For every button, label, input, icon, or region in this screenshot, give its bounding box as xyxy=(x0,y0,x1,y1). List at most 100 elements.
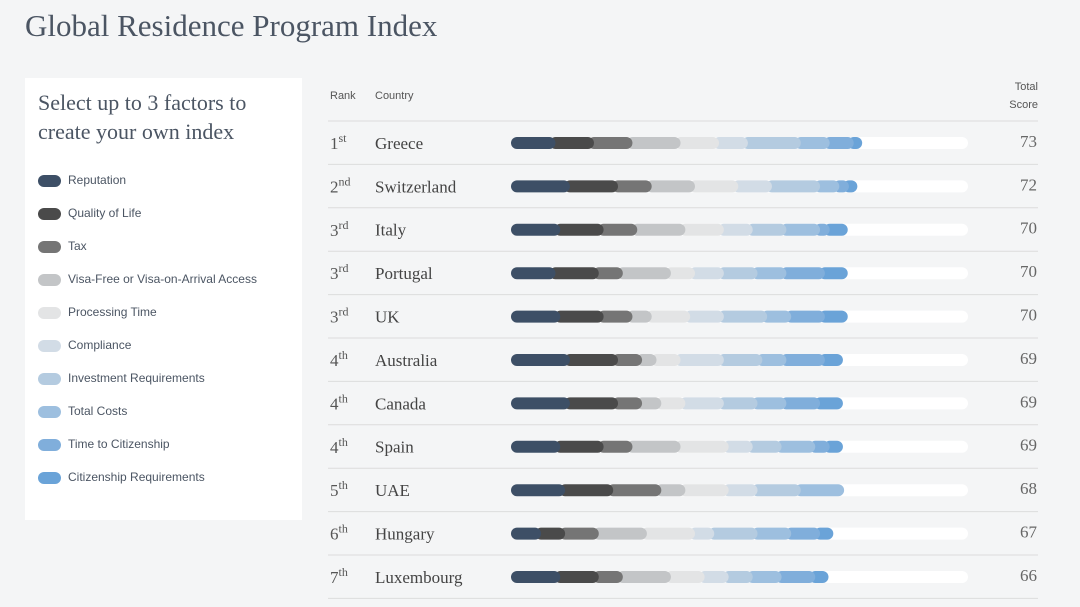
legend-label: Compliance xyxy=(68,338,132,352)
bar-segment xyxy=(708,527,758,540)
country-label: Canada xyxy=(375,394,426,413)
rank-label: 4th xyxy=(330,435,348,457)
rank-label: 5th xyxy=(330,478,348,500)
bar-segment xyxy=(511,267,556,280)
bar-segment xyxy=(640,527,695,540)
country-label: Spain xyxy=(375,438,414,457)
bar-segment xyxy=(612,397,643,410)
legend-label: Reputation xyxy=(68,173,126,187)
bar-segment xyxy=(626,440,681,453)
country-label: UK xyxy=(375,308,400,327)
bar-segment xyxy=(674,440,729,453)
rank-label: 1st xyxy=(330,131,347,153)
bar-segment xyxy=(559,527,599,540)
total-score: 69 xyxy=(1020,392,1037,411)
legend-swatch xyxy=(38,472,61,484)
country-label: Luxembourg xyxy=(375,568,463,587)
legend-label: Total Costs xyxy=(68,404,127,418)
bar-segment xyxy=(818,267,848,280)
total-score: 73 xyxy=(1020,132,1037,151)
legend-label: Time to Citizenship xyxy=(68,437,170,451)
bar-segment xyxy=(780,223,821,236)
total-header: Total xyxy=(1015,81,1038,93)
total-score: 72 xyxy=(1020,175,1037,194)
bar-segment xyxy=(780,267,825,280)
bar-segment xyxy=(511,223,561,236)
legend-label: Visa-Free or Visa-on-Arrival Access xyxy=(68,272,257,286)
country-label: Switzerland xyxy=(375,177,457,196)
bar-segment xyxy=(511,137,556,149)
bar-segment xyxy=(679,397,724,410)
bar-segment xyxy=(717,354,763,366)
bar-segment xyxy=(511,440,561,453)
bar-segment xyxy=(751,267,787,280)
bar-segment xyxy=(645,310,691,323)
bar-segment xyxy=(626,137,681,149)
bar-segment xyxy=(722,571,753,583)
bar-segment xyxy=(559,484,614,497)
total-header: Score xyxy=(1009,99,1038,111)
country-label: Hungary xyxy=(375,525,435,544)
bar-segment xyxy=(679,223,724,236)
legend-swatch xyxy=(38,307,61,319)
bar-segment xyxy=(511,397,570,410)
country-label: Australia xyxy=(375,351,438,370)
rank-label: 3rd xyxy=(330,304,349,326)
rank-label: 6th xyxy=(330,521,348,543)
total-score: 70 xyxy=(1020,306,1037,325)
bar-segment xyxy=(717,397,758,410)
rank-label: 7th xyxy=(330,565,348,587)
bar-segment xyxy=(655,484,686,497)
bar-segment xyxy=(607,484,662,497)
bar-segment xyxy=(794,484,845,497)
bar-segment xyxy=(732,180,772,193)
country-label: Greece xyxy=(375,134,423,153)
bar-segment xyxy=(746,571,782,583)
bar-segment xyxy=(511,180,570,193)
bar-segment xyxy=(717,267,758,280)
legend-label: Investment Requirements xyxy=(68,371,205,385)
bar-segment xyxy=(563,397,619,410)
bar-segment xyxy=(563,354,619,366)
country-label: Portugal xyxy=(375,264,433,283)
bar-segment xyxy=(535,527,566,540)
bar-segment xyxy=(616,267,671,280)
legend-label: Citizenship Requirements xyxy=(68,470,205,484)
bar-segment xyxy=(636,397,662,410)
bar-segment xyxy=(645,180,695,193)
legend-swatch xyxy=(38,175,61,187)
bar-segment xyxy=(511,527,542,540)
total-score: 70 xyxy=(1020,219,1037,238)
rank-label: 4th xyxy=(330,391,348,413)
bar-segment xyxy=(785,310,825,323)
bar-segment xyxy=(549,267,599,280)
rank-header: Rank xyxy=(330,90,356,102)
bar-segment xyxy=(751,484,801,497)
bar-segment xyxy=(684,310,724,323)
bar-segment xyxy=(688,527,715,540)
bar-segment xyxy=(616,571,671,583)
bar-segment xyxy=(511,571,561,583)
bar-segment xyxy=(674,137,720,149)
bar-segment xyxy=(765,180,821,193)
legend-label: Tax xyxy=(68,239,87,253)
bar-segment xyxy=(775,571,816,583)
legend-swatch xyxy=(38,274,61,286)
legend-label: Quality of Life xyxy=(68,206,142,220)
bar-segment xyxy=(597,310,633,323)
total-score: 69 xyxy=(1020,436,1037,455)
bar-segment xyxy=(511,354,570,366)
bar-segment xyxy=(655,397,686,410)
bar-segment xyxy=(664,571,705,583)
legend-swatch xyxy=(38,208,61,220)
bar-segment xyxy=(698,571,729,583)
bar-segment xyxy=(626,310,652,323)
country-label: UAE xyxy=(375,481,410,500)
bar-segment xyxy=(713,137,748,149)
total-score: 70 xyxy=(1020,262,1037,281)
bar-segment xyxy=(751,527,792,540)
page-title: Global Residence Program Index xyxy=(25,8,438,43)
legend-swatch xyxy=(38,406,61,418)
bar-segment xyxy=(746,440,782,453)
